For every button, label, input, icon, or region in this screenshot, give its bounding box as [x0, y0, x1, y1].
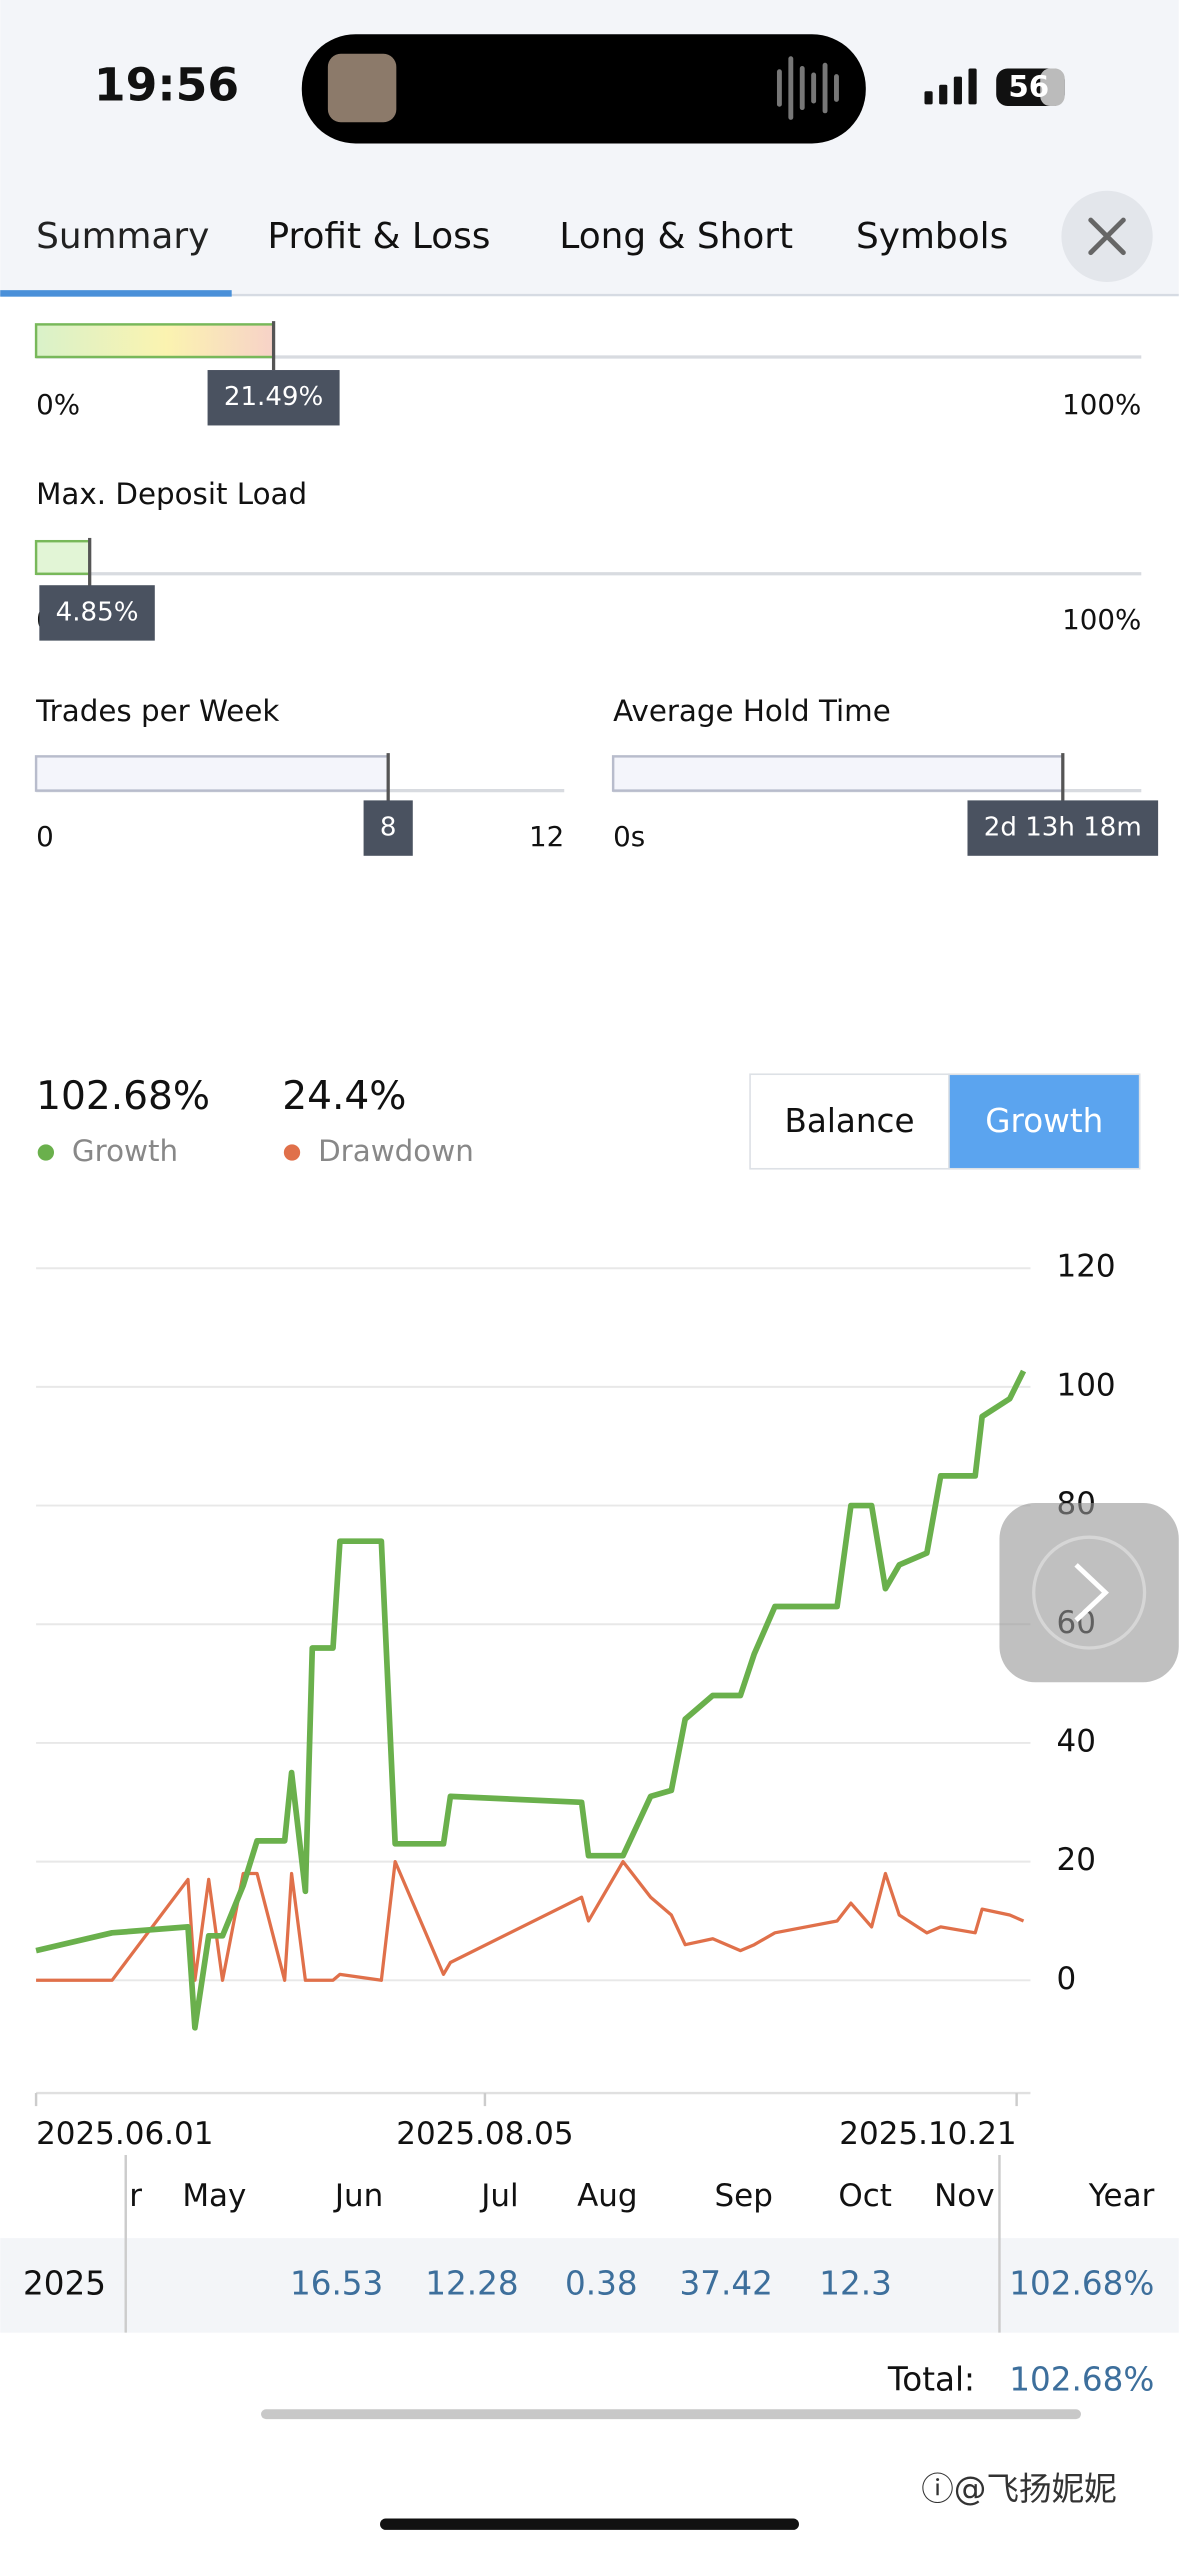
table-header: Sep [715, 2178, 773, 2214]
table-cell: 16.53 [290, 2264, 383, 2302]
battery-level: 56 [1008, 70, 1049, 104]
legend-dot [37, 1144, 55, 1161]
audio-wave [776, 56, 839, 120]
gauge-tooltip [207, 370, 340, 426]
gauge-min: 0 [36, 820, 54, 853]
legend-label: Drawdown [318, 1134, 474, 1168]
table-header: Nov [934, 2178, 994, 2214]
x-tick-label: 2025.06.01 [36, 2116, 213, 2152]
stat-value: 102.68% [36, 1074, 210, 1119]
tab[interactable]: Long & Short [559, 216, 793, 257]
close-icon [1088, 217, 1126, 256]
gauge-max: 12 [529, 820, 564, 853]
table-header: Jul [479, 2178, 518, 2214]
gauge-tooltip-text: 4.85% [56, 597, 139, 627]
toggle-button[interactable] [749, 1073, 950, 1170]
tab[interactable]: Symbols [856, 216, 1008, 257]
gauge-tooltip [363, 800, 413, 856]
signal [924, 68, 977, 105]
gauge-max: 100% [1062, 603, 1141, 636]
gauge-fill [34, 539, 91, 576]
status-time: 19:56 [94, 59, 239, 112]
table-cell: 12.28 [425, 2264, 518, 2302]
toggle-label: Balance [785, 1102, 915, 1140]
series-line [35, 1369, 1027, 2031]
battery-empty [1040, 68, 1065, 106]
toggle-button[interactable] [948, 1073, 1141, 1170]
table-cell: 102.68% [1009, 2264, 1154, 2302]
gauge-fill [34, 323, 275, 359]
x-tick-label: 2025.08.05 [396, 2116, 573, 2152]
gauge-max: 100% [1062, 388, 1141, 421]
y-tick-label: 100 [1057, 1367, 1116, 1403]
table-header: May [182, 2178, 246, 2214]
x-tick-label: 2025.10.21 [839, 2116, 1016, 2152]
total-label: Total: [887, 2361, 975, 2399]
scrollbar [261, 2409, 1081, 2420]
y-tick-label: 120 [1057, 1249, 1116, 1285]
next-button[interactable] [999, 1502, 1179, 1683]
gauge-title: Average Hold Time [613, 694, 891, 728]
table-cell: 0.38 [565, 2264, 638, 2302]
gauge-tooltip-text: 21.49% [224, 382, 323, 412]
legend-dot [283, 1144, 301, 1161]
gauge-min: 0s [613, 820, 645, 853]
table-cell: 37.42 [680, 2264, 773, 2302]
table-header: r [129, 2178, 142, 2214]
y-tick-label: 40 [1057, 1723, 1096, 1759]
gauge-min: 0% [36, 388, 80, 421]
gauge-tooltip [39, 585, 155, 641]
table-header: Aug [577, 2178, 637, 2214]
row-label: 2025 [23, 2264, 106, 2302]
table-row-bg [0, 2238, 1179, 2333]
active-tab-indicator [0, 290, 232, 297]
gauge-title: Trades per Week [35, 694, 279, 728]
gauge-title: Max. Deposit Load [36, 477, 307, 511]
tab[interactable]: Profit & Loss [268, 216, 491, 257]
gauge-fill [611, 755, 1065, 792]
table-cell: 12.3 [819, 2264, 892, 2302]
tab[interactable]: Summary [36, 216, 209, 257]
y-tick-label: 20 [1057, 1842, 1096, 1878]
total-value: 102.68% [1009, 2361, 1154, 2399]
gauge-tooltip-text: 2d 13h 18m [984, 813, 1142, 843]
home-indicator [380, 2518, 799, 2530]
dynamic-island [301, 34, 866, 144]
stat-value: 24.4% [282, 1074, 406, 1119]
next-chevron [1074, 1563, 1109, 1623]
next-ring [1032, 1535, 1147, 1650]
watermark: ⓘ@飞扬妮妮 [921, 2470, 1117, 2508]
table-header: Jun [333, 2178, 383, 2214]
table-header: Oct [838, 2178, 892, 2214]
gauge-fill [34, 755, 390, 792]
legend-label: Growth [72, 1134, 178, 1168]
table-header: Year [1088, 2178, 1155, 2214]
avatar [327, 53, 397, 123]
gauge-tooltip [967, 800, 1159, 856]
gauge-tooltip-text: 8 [380, 813, 397, 843]
series-line [36, 1859, 1025, 1982]
y-tick-label: 0 [1057, 1961, 1077, 1997]
toggle-label: Growth [985, 1102, 1103, 1140]
